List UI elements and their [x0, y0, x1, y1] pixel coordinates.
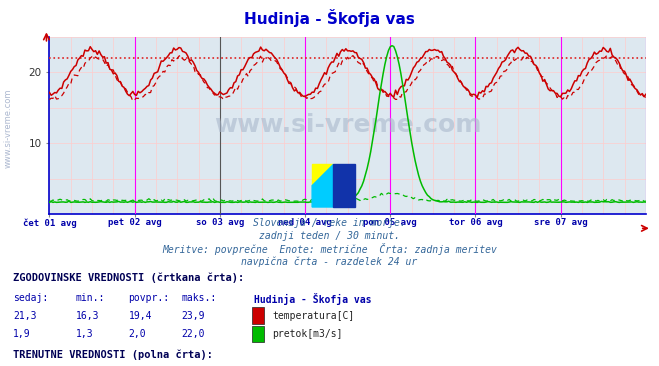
Text: Hudinja - Škofja vas: Hudinja - Škofja vas	[244, 9, 415, 27]
Text: povpr.:: povpr.:	[129, 293, 169, 303]
Text: 1,3: 1,3	[76, 329, 94, 339]
Text: 2,0: 2,0	[129, 329, 146, 339]
Text: 19,4: 19,4	[129, 311, 152, 321]
Text: www.si-vreme.com: www.si-vreme.com	[3, 88, 13, 168]
Text: navpična črta - razdelek 24 ur: navpična črta - razdelek 24 ur	[241, 256, 418, 267]
Text: 21,3: 21,3	[13, 311, 37, 321]
Text: zadnji teden / 30 minut.: zadnji teden / 30 minut.	[259, 231, 400, 240]
Text: TRENUTNE VREDNOSTI (polna črta):: TRENUTNE VREDNOSTI (polna črta):	[13, 350, 213, 360]
Text: sedaj:: sedaj:	[13, 293, 48, 303]
Polygon shape	[312, 164, 333, 207]
Text: 16,3: 16,3	[76, 311, 100, 321]
Text: pretok[m3/s]: pretok[m3/s]	[272, 329, 343, 339]
Text: temperatura[C]: temperatura[C]	[272, 311, 355, 321]
Text: 22,0: 22,0	[181, 329, 205, 339]
Text: min.:: min.:	[76, 293, 105, 303]
Text: 23,9: 23,9	[181, 311, 205, 321]
Text: ZGODOVINSKE VREDNOSTI (črtkana črta):: ZGODOVINSKE VREDNOSTI (črtkana črta):	[13, 273, 244, 283]
Text: maks.:: maks.:	[181, 293, 216, 303]
Text: Slovenija / reke in morje.: Slovenija / reke in morje.	[253, 218, 406, 228]
Text: www.si-vreme.com: www.si-vreme.com	[214, 113, 481, 137]
Polygon shape	[333, 164, 355, 207]
Text: Hudinja - Škofja vas: Hudinja - Škofja vas	[254, 293, 371, 305]
Text: Meritve: povprečne  Enote: metrične  Črta: zadnja meritev: Meritve: povprečne Enote: metrične Črta:…	[162, 243, 497, 255]
Text: 1,9: 1,9	[13, 329, 31, 339]
Polygon shape	[312, 164, 333, 186]
